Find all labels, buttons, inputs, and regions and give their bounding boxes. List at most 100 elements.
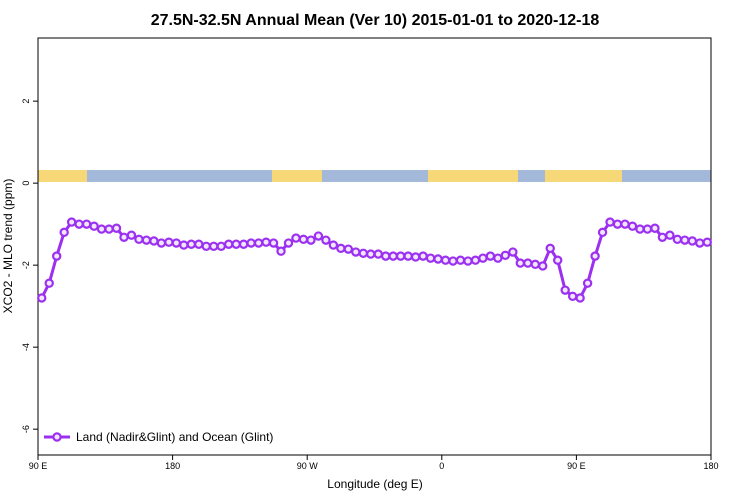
data-point: [186, 239, 196, 249]
data-point: [381, 251, 391, 261]
data-point: [433, 254, 443, 264]
legend-label: Land (Nadir&Glint) and Ocean (Glint): [76, 430, 273, 444]
data-point: [351, 247, 361, 257]
data-point: [321, 235, 331, 245]
data-point: [104, 224, 114, 234]
data-point: [388, 251, 398, 261]
y-tick-label: 0: [21, 181, 31, 186]
y-tick-label: -6: [21, 425, 31, 433]
data-point: [216, 241, 226, 251]
data-point: [313, 231, 324, 241]
data-point: [126, 230, 137, 240]
data-point: [440, 255, 451, 265]
data-point: [328, 240, 339, 250]
data-point: [306, 235, 316, 245]
data-point: [575, 293, 585, 303]
data-point: [545, 243, 555, 254]
data-point: [463, 256, 473, 266]
data-point: [605, 217, 615, 227]
y-tick-label: 2: [21, 99, 31, 104]
data-point: [298, 234, 309, 245]
y-tick-label: -4: [21, 343, 31, 351]
x-tick-label: 0: [439, 461, 444, 471]
data-point: [51, 251, 62, 261]
data-point: [119, 232, 129, 242]
data-point: [485, 251, 496, 261]
data-point: [620, 219, 630, 229]
data-point: [37, 293, 47, 303]
data-point: [141, 235, 152, 245]
data-point: [665, 230, 675, 240]
data-point: [680, 235, 690, 245]
data-point: [418, 251, 428, 261]
data-point: [81, 219, 92, 229]
data-point: [687, 236, 698, 246]
data-point: [403, 251, 413, 261]
data-point: [695, 238, 705, 248]
data-point: [538, 261, 548, 271]
data-point: [642, 224, 653, 234]
data-point: [343, 244, 354, 254]
data-point: [410, 252, 421, 262]
data-point: [223, 239, 234, 249]
data-point: [134, 234, 144, 245]
legend-marker: [52, 432, 62, 442]
data-point: [560, 285, 570, 295]
data-point: [635, 224, 645, 234]
y-tick-label: -2: [21, 261, 31, 269]
x-tick-label: 180: [703, 461, 718, 471]
data-point: [448, 256, 458, 266]
data-point: [238, 239, 249, 249]
land-ocean-strip: [38, 170, 711, 182]
data-point: [597, 227, 608, 238]
data-point: [523, 258, 533, 268]
data-point: [500, 250, 511, 261]
data-point: [493, 253, 503, 263]
data-point: [702, 237, 712, 247]
data-point: [470, 255, 481, 265]
data-point: [627, 221, 638, 231]
data-point: [149, 236, 159, 246]
x-axis-label: Longitude (deg E): [327, 477, 422, 491]
x-tick-label: 180: [165, 461, 180, 471]
data-point: [567, 291, 578, 302]
plot-frame: [37, 37, 712, 456]
y-axis-label: XCO2 - MLO trend (ppm): [1, 179, 15, 314]
data-point: [111, 223, 122, 233]
chart-title: 27.5N-32.5N Annual Mean (Ver 10) 2015-01…: [151, 12, 600, 29]
data-point: [650, 223, 660, 233]
data-point: [66, 217, 77, 227]
data-point: [209, 241, 219, 251]
data-point: [425, 253, 436, 263]
data-point: [530, 259, 540, 270]
data-point: [74, 219, 84, 229]
data-point: [253, 238, 264, 248]
x-tick-label: 90 E: [29, 461, 48, 471]
data-point: [231, 239, 241, 249]
data-point: [283, 238, 294, 248]
data-point: [657, 232, 668, 242]
data-point: [553, 255, 563, 265]
data-point: [261, 237, 271, 247]
data-point: [395, 251, 406, 261]
data-line: [40, 220, 708, 300]
data-point: [44, 278, 54, 288]
data-point: [478, 253, 488, 263]
data-point: [336, 243, 346, 254]
x-tick-label: 90 W: [297, 461, 319, 471]
data-point: [672, 234, 683, 245]
data-point: [246, 238, 256, 248]
x-tick-label: 90 E: [567, 461, 586, 471]
data-point: [582, 278, 593, 288]
data-point: [89, 221, 99, 231]
data-point: [508, 247, 518, 257]
data-point: [291, 233, 301, 243]
data-point: [164, 237, 174, 247]
data-point: [366, 249, 376, 259]
data-point: [179, 240, 189, 250]
data-point: [96, 224, 107, 234]
data-point: [156, 238, 167, 248]
data-point: [515, 258, 526, 268]
data-point: [612, 219, 623, 229]
